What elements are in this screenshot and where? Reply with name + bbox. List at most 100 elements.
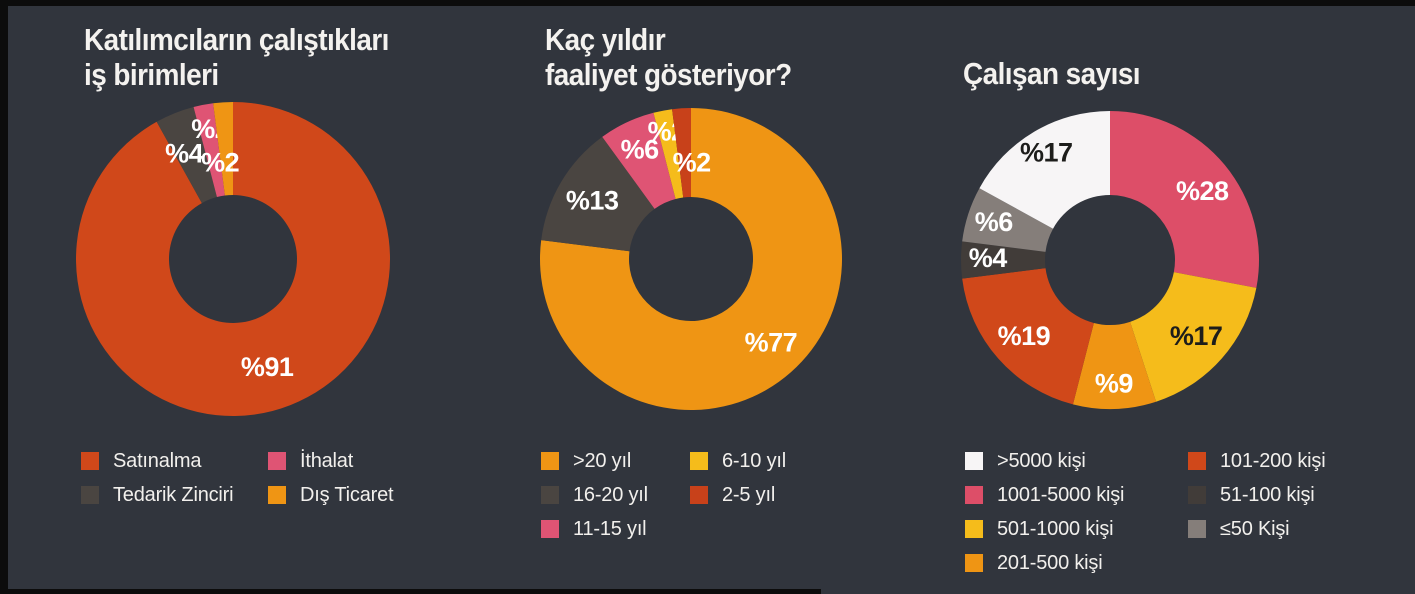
chart-title-line: iş birimleri	[84, 57, 219, 92]
legend-label: >5000 kişi	[997, 449, 1086, 472]
slice-label-1001-5000-kisi: %28	[1176, 176, 1229, 206]
legend-swatch-gt5000-kisi	[965, 452, 983, 470]
legend-column-2: İthalat Dış Ticaret	[268, 444, 394, 512]
legend-swatch-dis-ticaret	[268, 486, 286, 504]
chart-title-line: faaliyet gösteriyor?	[545, 57, 792, 92]
legend-item-tedarik-zinciri: Tedarik Zinciri	[81, 478, 234, 512]
slice-51-100-kisi	[960, 241, 1046, 279]
slice-label-11-15-yil: %6	[621, 135, 660, 165]
chart-title-business-units: Katılımcıların çalıştıkları iş birimleri	[84, 22, 389, 92]
legend-item-1001-5000-kisi: 1001-5000 kişi	[965, 478, 1124, 512]
legend-label: 11-15 yıl	[573, 517, 647, 540]
legend-label: 501-1000 kişi	[997, 517, 1114, 540]
legend-item-ithalat: İthalat	[268, 444, 393, 478]
legend-label: Tedarik Zinciri	[113, 483, 234, 506]
legend-item-6-10-yil: 6-10 yıl	[690, 444, 786, 478]
slice-6-10-yil	[653, 109, 684, 199]
slice-label-satinalma: %91	[241, 352, 294, 382]
legend-label: 2-5 yıl	[722, 483, 776, 506]
chart-title-line: Kaç yıldır	[545, 22, 666, 57]
legend-swatch-11-15-yil	[541, 520, 559, 538]
legend-swatch-satinalma	[81, 452, 99, 470]
legend-swatch-tedarik-zinciri	[81, 486, 99, 504]
donut-employee-count: %28 %17 %9 %19 %4 %6 %17	[960, 111, 1259, 410]
legend-column-1: >5000 kişi 1001-5000 kişi 501-1000 kişi 201…	[965, 444, 1124, 580]
chart-title-years-active: Kaç yıldır faaliyet gösteriyor?	[545, 22, 792, 92]
legend-column-2: 101-200 kişi 51-100 kişi ≤50 Kişi	[1188, 444, 1326, 546]
legend-item-501-1000-kisi: 501-1000 kişi	[965, 512, 1124, 546]
legend-label: Satınalma	[113, 449, 202, 472]
slice-101-200-kisi	[962, 268, 1094, 405]
legend-swatch-gt20-yil	[541, 452, 559, 470]
legend-label: 101-200 kişi	[1220, 449, 1326, 472]
legend-column-2: 6-10 yıl 2-5 yıl	[690, 444, 786, 512]
legend-swatch-1001-5000-kisi	[965, 486, 983, 504]
legend-item-satinalma: Satınalma	[81, 444, 233, 478]
slice-1001-5000-kisi	[1110, 111, 1259, 288]
slice-gt20-yil	[539, 108, 842, 410]
slice-201-500-kisi	[1072, 321, 1157, 410]
slice-label-501-1000-kisi: %17	[1170, 321, 1223, 351]
slice-501-1000-kisi	[1130, 272, 1257, 402]
scan-border-bottom	[0, 589, 821, 594]
legend-item-dis-ticaret: Dış Ticaret	[268, 478, 394, 512]
slice-label-16-20-yil: %13	[566, 186, 619, 216]
slice-label-2-5-yil: %2	[673, 147, 711, 177]
slice-label-101-200-kisi: %19	[998, 321, 1051, 351]
legend-swatch-51-100-kisi	[1188, 486, 1206, 504]
legend-label: 201-500 kişi	[997, 551, 1103, 574]
legend-column-1: Satınalma Tedarik Zinciri	[81, 444, 234, 512]
legend-label: 51-100 kişi	[1220, 483, 1315, 506]
slice-label-tedarik-zinciri: %4	[165, 139, 204, 169]
slice-ithalat	[193, 103, 225, 198]
scan-border-left	[0, 0, 8, 594]
legend-item-101-200-kisi: 101-200 kişi	[1188, 444, 1326, 478]
legend-label: İthalat	[300, 449, 354, 472]
chart-title-line: Katılımcıların çalıştıkları	[84, 22, 389, 57]
legend-item-11-15-yil: 11-15 yıl	[541, 512, 648, 546]
slice-label-gt5000-kisi: %17	[1020, 137, 1073, 167]
legend-column-1: >20 yıl 16-20 yıl 11-15 yıl	[541, 444, 648, 546]
slice-label-dis-ticaret: %2	[201, 148, 239, 178]
legend-swatch-ithalat	[268, 452, 286, 470]
legend-swatch-501-1000-kisi	[965, 520, 983, 538]
slice-label-201-500-kisi: %9	[1095, 369, 1134, 399]
legend-swatch-201-500-kisi	[965, 554, 983, 572]
legend-item-lte50-kisi: ≤50 Kişi	[1188, 512, 1325, 546]
legend-item-gt5000-kisi: >5000 kişi	[965, 444, 1124, 478]
legend-label: 1001-5000 kişi	[997, 483, 1125, 506]
legend-swatch-101-200-kisi	[1188, 452, 1206, 470]
legend-swatch-lte50-kisi	[1188, 520, 1206, 538]
slice-11-15-yil	[602, 112, 676, 209]
legend-label: Dış Ticaret	[300, 483, 394, 506]
slice-label-lte50-kisi: %6	[975, 207, 1014, 237]
legend-item-51-100-kisi: 51-100 kişi	[1188, 478, 1325, 512]
legend-item-2-5-yil: 2-5 yıl	[690, 478, 786, 512]
legend-swatch-16-20-yil	[541, 486, 559, 504]
slice-tedarik-zinciri	[156, 107, 217, 204]
legend-label: 6-10 yıl	[722, 449, 786, 472]
legend-item-201-500-kisi: 201-500 kişi	[965, 546, 1124, 580]
chart-title-employee-count: Çalışan sayısı	[963, 56, 1141, 91]
slice-dis-ticaret	[213, 102, 233, 196]
legend-label: >20 yıl	[573, 449, 632, 472]
legend-item-16-20-yil: 16-20 yıl	[541, 478, 648, 512]
legend-label: 16-20 yıl	[573, 483, 648, 506]
slice-lte50-kisi	[962, 188, 1054, 252]
slice-label-51-100-kisi: %4	[969, 243, 1008, 273]
slice-satinalma	[76, 102, 391, 416]
donut-business-units: %91%4%2%2	[76, 102, 391, 416]
slice-gt5000-kisi	[979, 111, 1110, 229]
legend-swatch-6-10-yil	[690, 452, 708, 470]
slice-16-20-yil	[541, 136, 655, 252]
slice-2-5-yil	[672, 108, 691, 198]
legend-item-gt20-yil: >20 yıl	[541, 444, 648, 478]
chart-title-line: Çalışan sayısı	[963, 56, 1141, 91]
scan-border-top	[0, 0, 1415, 6]
legend-swatch-2-5-yil	[690, 486, 708, 504]
legend-label: ≤50 Kişi	[1220, 517, 1290, 540]
